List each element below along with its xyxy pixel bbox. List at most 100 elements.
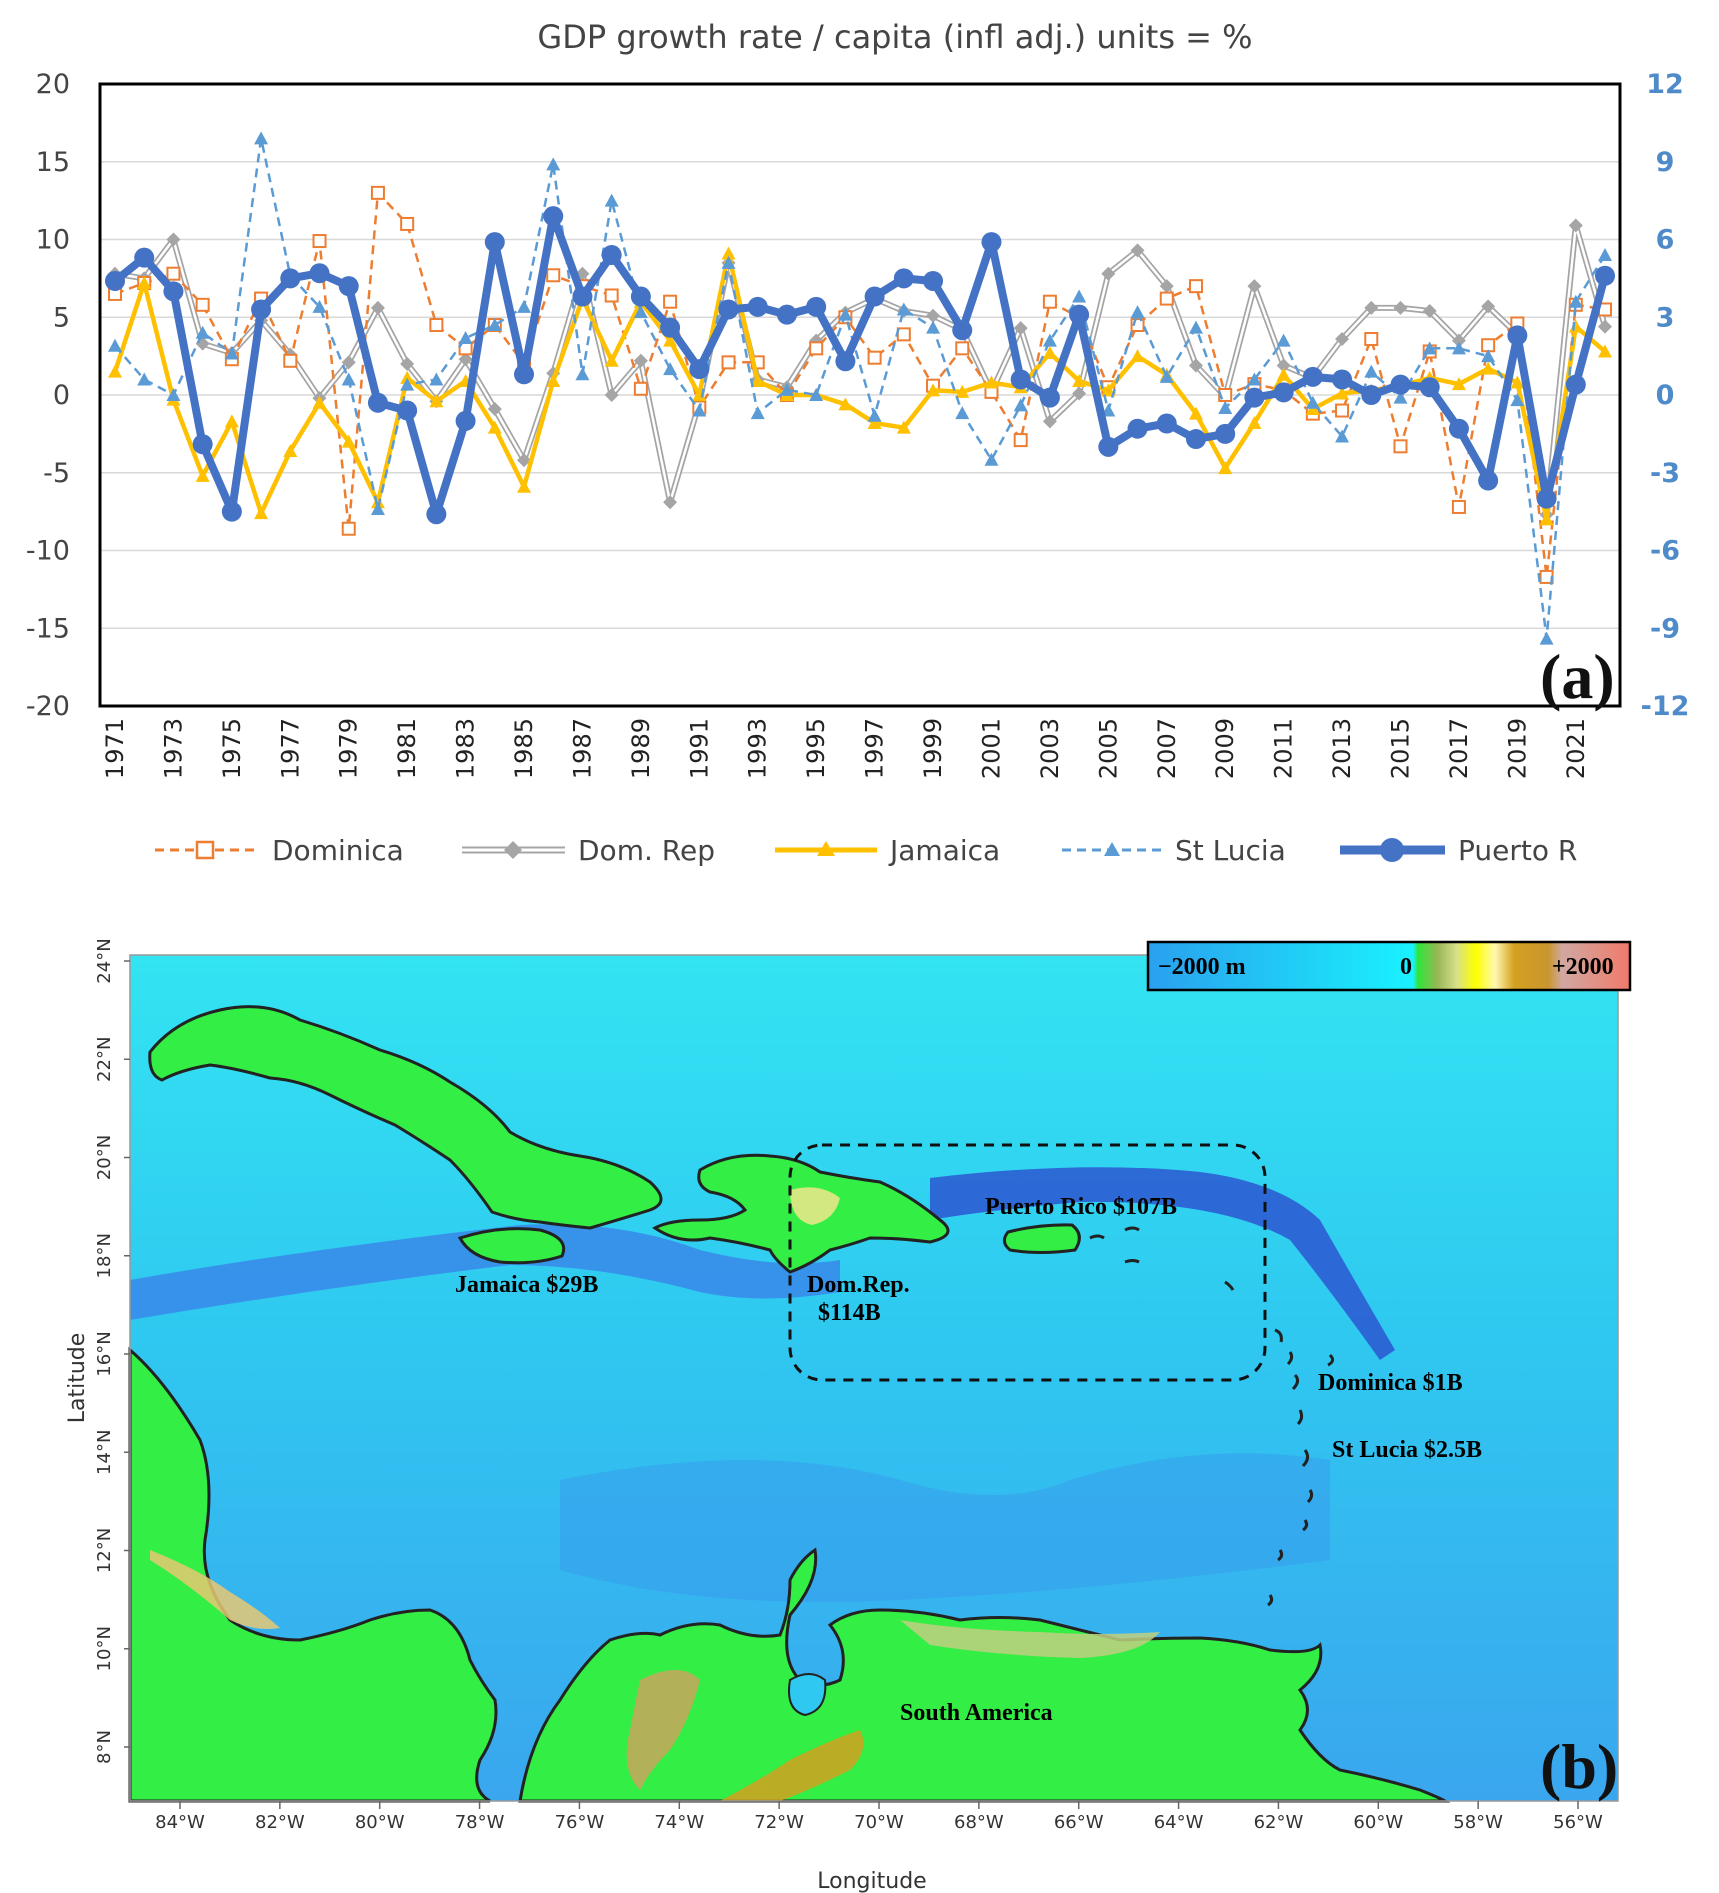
lat-tick-label: 8°N <box>94 1730 115 1764</box>
data-point <box>1127 418 1148 439</box>
x-tick-label: 1989 <box>627 718 655 779</box>
data-point <box>137 276 152 290</box>
data-point <box>341 355 356 370</box>
left-tick-label: -10 <box>26 536 70 567</box>
data-point <box>309 263 330 284</box>
series-line <box>114 191 1606 579</box>
data-point <box>1273 382 1294 403</box>
data-point <box>221 501 242 522</box>
left-tick-label: 0 <box>53 380 70 411</box>
lon-tick-label: 78°W <box>455 1812 505 1833</box>
data-point <box>1013 433 1028 448</box>
data-point <box>283 353 298 368</box>
data-point <box>1302 366 1323 387</box>
data-point <box>1156 413 1177 434</box>
series-stlucia <box>108 131 1612 645</box>
left-tick-label: 10 <box>36 225 70 256</box>
data-point <box>370 495 385 509</box>
lat-tick-label: 22°N <box>94 1037 115 1082</box>
chart-title: GDP growth rate / capita (infl adj.) uni… <box>537 18 1252 56</box>
right-tick-label: 9 <box>1656 147 1675 178</box>
data-point <box>195 468 210 482</box>
x-tick-label: 1991 <box>685 718 713 779</box>
data-point <box>458 330 473 344</box>
data-point <box>546 268 561 283</box>
x-axis-ticks: 1971 1973 1975 1977 1979 1981 1983 1985 1987 1989… <box>101 718 1590 779</box>
data-point <box>663 294 678 309</box>
lon-tick-label: 74°W <box>654 1812 704 1833</box>
data-point <box>779 382 794 396</box>
data-point <box>750 406 765 420</box>
x-axis-title: Longitude <box>817 1869 926 1893</box>
data-point <box>1101 266 1116 281</box>
legend: Dominica Dom. Rep Jamaica St Lucia Puert… <box>155 834 1577 867</box>
legend-marker-circle <box>1380 838 1404 862</box>
right-tick-label: 0 <box>1656 380 1675 411</box>
data-point <box>1481 299 1496 314</box>
data-point <box>1247 415 1262 429</box>
x-tick-label: 2007 <box>1153 718 1181 779</box>
lon-tick-label: 60°W <box>1353 1812 1403 1833</box>
data-point <box>806 296 827 317</box>
data-point <box>1568 319 1583 333</box>
data-point <box>633 381 648 396</box>
data-point <box>721 255 736 269</box>
data-point <box>663 362 678 376</box>
data-point <box>367 392 388 413</box>
x-tick-label: 1993 <box>744 718 772 779</box>
lon-tick-label: 62°W <box>1254 1812 1304 1833</box>
data-point <box>1159 291 1174 306</box>
data-point <box>721 355 736 370</box>
scale-zero-label: 0 <box>1400 954 1412 980</box>
data-point <box>1481 349 1496 363</box>
lon-tick-label: 82°W <box>255 1812 305 1833</box>
x-tick-label: 1997 <box>861 718 889 779</box>
data-point <box>1451 377 1466 391</box>
plot-frame <box>98 82 1622 708</box>
data-point <box>1451 499 1466 514</box>
data-point <box>923 270 944 291</box>
data-point <box>105 270 125 291</box>
data-point <box>633 353 648 368</box>
jamaica-island <box>457 1227 566 1265</box>
data-point <box>166 266 181 281</box>
x-tick-label: 1977 <box>276 718 304 779</box>
label-dominica: Dominica $1B <box>1318 1370 1463 1396</box>
data-point <box>1042 346 1057 360</box>
right-tick-label: -6 <box>1650 536 1680 567</box>
series-dominica <box>108 185 1612 584</box>
x-tick-label: 1981 <box>393 718 421 779</box>
data-point <box>341 372 356 386</box>
data-point <box>338 276 359 297</box>
data-point <box>1013 321 1028 336</box>
right-tick-label: 12 <box>1646 69 1684 100</box>
data-point <box>1393 300 1408 315</box>
data-point <box>1393 439 1408 454</box>
data-point <box>1042 294 1057 309</box>
left-tick-label: -20 <box>26 691 70 722</box>
y-axis-title: Latitude <box>65 1333 90 1424</box>
lat-tick-label: 24°N <box>94 938 115 983</box>
scale-high-label: +2000 <box>1552 954 1614 980</box>
data-point <box>1448 418 1469 439</box>
data-point <box>1598 319 1612 334</box>
data-point <box>1276 367 1291 381</box>
series-puerto <box>105 206 1615 525</box>
data-point <box>426 504 447 525</box>
data-point <box>1101 383 1116 397</box>
data-point <box>1098 436 1119 457</box>
data-point <box>134 247 155 268</box>
data-point <box>108 338 122 352</box>
data-point <box>1072 386 1087 401</box>
lat-tick-label: 12°N <box>94 1528 115 1573</box>
data-point <box>400 377 415 391</box>
x-tick-label: 2011 <box>1270 718 1298 779</box>
left-tick-label: 5 <box>53 302 70 333</box>
data-point <box>601 245 622 266</box>
data-point <box>955 341 970 356</box>
venezuela-basin <box>560 1453 1330 1602</box>
data-point <box>487 420 502 434</box>
data-point <box>1539 512 1554 526</box>
data-point <box>867 415 882 429</box>
data-point <box>251 299 272 320</box>
